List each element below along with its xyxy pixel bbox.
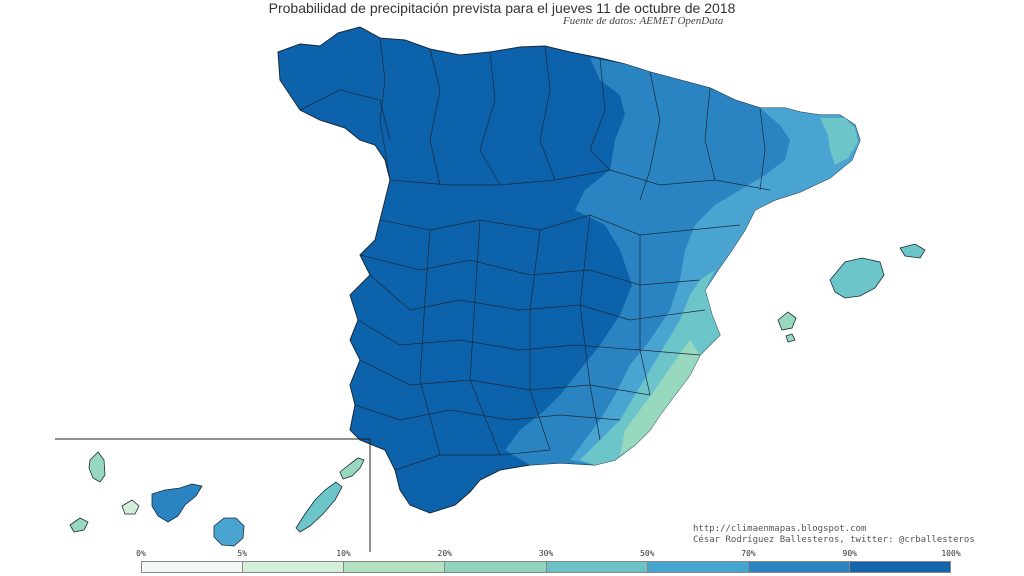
credits-author: César Rodríguez Ballesteros, twitter: @c… <box>693 535 975 545</box>
legend-tick-label: 50% <box>640 549 655 558</box>
legend-tick-label: 90% <box>842 549 857 558</box>
legend-tick-label: 10% <box>336 549 351 558</box>
legend-swatch <box>142 562 244 572</box>
mallorca <box>829 257 885 299</box>
legend-tick-label: 0% <box>136 549 146 558</box>
fuerteventura <box>295 481 343 533</box>
legend-swatch <box>344 562 446 572</box>
legend-swatch <box>647 562 749 572</box>
ibiza <box>777 311 797 331</box>
province-borders <box>299 37 771 471</box>
legend-tick-label: 70% <box>741 549 756 558</box>
zone-very-low <box>620 340 700 455</box>
legend-swatch <box>849 562 950 572</box>
legend-tick-label: 30% <box>538 549 554 558</box>
credits-url[interactable]: http://climaenmapas.blogspot.com <box>693 524 867 534</box>
legend-tick-label: 100% <box>941 549 961 558</box>
lanzarote <box>339 457 365 480</box>
el-hierro <box>69 517 89 533</box>
legend-swatch <box>243 562 345 572</box>
zone-low-catalonia <box>820 118 858 165</box>
legend-swatch <box>546 562 648 572</box>
legend-bar <box>141 561 951 573</box>
legend-swatch <box>445 562 547 572</box>
la-palma <box>88 451 106 483</box>
canary-inset-frame <box>55 438 371 552</box>
menorca <box>899 243 926 259</box>
tenerife <box>151 483 203 523</box>
zone-medium <box>570 108 860 465</box>
formentera <box>785 333 796 343</box>
map-credits: http://climaenmapas.blogspot.com César R… <box>693 524 975 546</box>
zone-low <box>580 270 720 465</box>
canary-islands <box>69 451 365 547</box>
legend-swatch <box>748 562 850 572</box>
balearic-islands <box>777 243 926 343</box>
map-subtitle: Fuente de datos: AEMET OpenData <box>563 15 724 27</box>
la-gomera <box>121 499 140 515</box>
legend-tick-label: 5% <box>237 549 248 558</box>
map-title: Probabilidad de precipitación prevista p… <box>268 0 736 16</box>
zone-high <box>505 58 860 465</box>
gran-canaria <box>213 517 245 547</box>
legend-tick-label: 20% <box>437 549 452 558</box>
